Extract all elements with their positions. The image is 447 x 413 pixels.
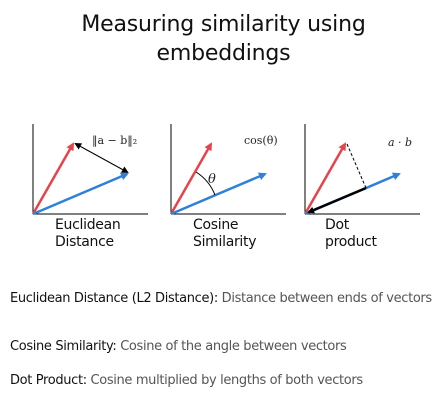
distance-arrow — [74, 143, 129, 173]
red-vector — [303, 142, 347, 215]
title-line-1: Measuring similarity using — [81, 12, 366, 37]
euclidean-formula: ‖a − b‖₂ — [92, 134, 138, 147]
red-vector — [31, 142, 75, 215]
cosine-formula: cos(θ) — [244, 134, 278, 147]
angle-arc — [195, 171, 216, 196]
red-vector — [169, 142, 213, 215]
dot-product-definition: Dot Product: Cosine multiplied by length… — [10, 373, 363, 388]
cosine-panel: cos(θ) θ — [168, 122, 290, 220]
euclidean-diagram — [31, 124, 148, 216]
projection-line — [346, 143, 367, 189]
euclidean-definition: Euclidean Distance (L2 Distance): Distan… — [10, 291, 432, 306]
cosine-diagram — [169, 124, 286, 216]
theta-symbol: θ — [208, 172, 216, 187]
euclidean-label: Euclidean Distance — [55, 217, 121, 250]
dot-product-label: Dot product — [325, 217, 377, 250]
cosine-definition: Cosine Similarity: Cosine of the angle b… — [10, 339, 347, 354]
blue-vector — [32, 172, 129, 216]
page-title: Measuring similarity using embeddings — [0, 10, 447, 68]
dot-product-diagram — [303, 124, 420, 216]
euclidean-panel: ‖a − b‖₂ — [30, 122, 152, 220]
title-line-2: embeddings — [156, 41, 291, 66]
blue-vector — [170, 172, 267, 216]
dot-product-formula: a · b — [388, 136, 413, 149]
dot-product-panel: a · b — [302, 122, 424, 220]
projection-arrow — [307, 186, 367, 214]
cosine-label: Cosine Similarity — [193, 217, 257, 250]
